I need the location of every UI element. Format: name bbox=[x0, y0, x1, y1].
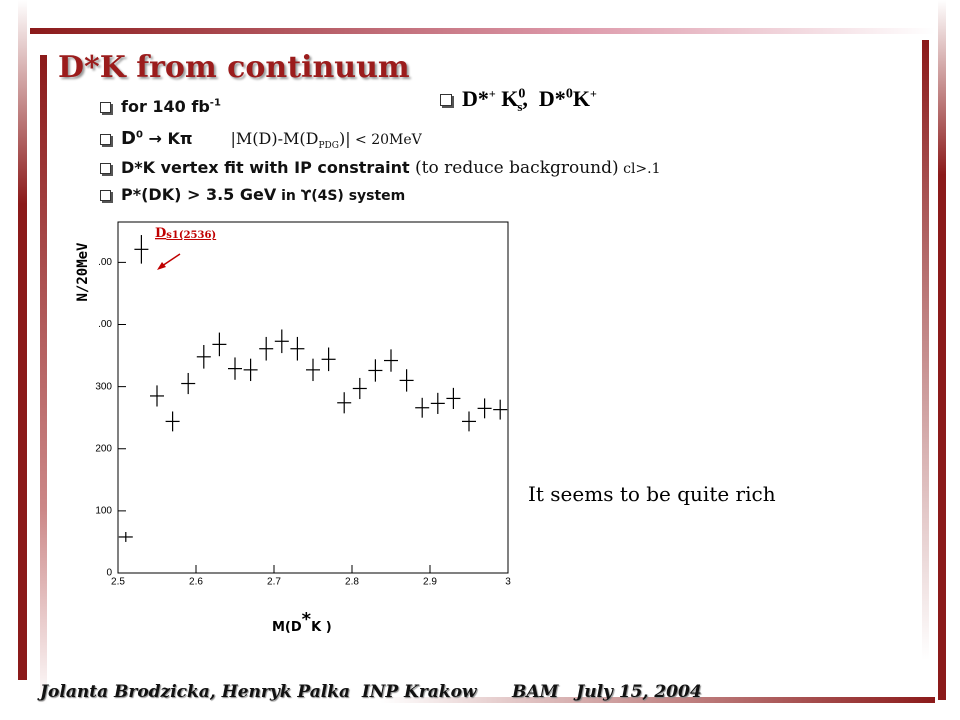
y-tick-label: 100 bbox=[95, 506, 112, 517]
x-tick-label: 2.9 bbox=[423, 577, 437, 588]
bullet-text: 0 bbox=[135, 129, 143, 141]
bullet-text: D*K vertex fit with IP constraint bbox=[121, 158, 410, 177]
y-tick-label: .00 bbox=[98, 319, 112, 330]
x-axis-label-part: M(D bbox=[272, 620, 302, 635]
x-tick-label: 2.6 bbox=[189, 577, 203, 588]
annotation: Ds1(2536) bbox=[155, 226, 216, 241]
y-axis-label: N/20MeV bbox=[75, 242, 91, 302]
decor-bar bbox=[40, 55, 47, 705]
channel-text: 0 bbox=[565, 86, 573, 102]
channel-text: D* bbox=[462, 86, 489, 111]
channel-text: K bbox=[572, 86, 590, 111]
bullet-text: < 20MeV bbox=[350, 132, 422, 148]
channel-text: 0 bbox=[518, 86, 526, 102]
channel-text: , D* bbox=[522, 86, 566, 111]
bullet-text: )| bbox=[338, 129, 351, 148]
bullet-text: PDG bbox=[318, 141, 339, 152]
y-tick-label: 0 bbox=[106, 568, 112, 579]
slide-title: D*K from continuum bbox=[58, 50, 410, 85]
x-tick-label: 2.7 bbox=[267, 577, 281, 588]
annotation-part: s1(2536) bbox=[166, 230, 216, 241]
bullet-text: for 140 fb bbox=[121, 97, 210, 116]
bullet: for 140 fb-1 bbox=[100, 97, 221, 116]
x-axis-label: M(D*K ) bbox=[272, 609, 332, 635]
x-axis-label-part: * bbox=[302, 609, 312, 630]
bullet-text: → Kπ bbox=[142, 129, 193, 148]
channel-text: + bbox=[589, 86, 597, 101]
bullet-text: D bbox=[121, 128, 136, 149]
bullet-text: |M(D)-M(D bbox=[230, 129, 319, 148]
x-tick-label: 2.8 bbox=[345, 577, 359, 588]
bullet: P*(DK) > 3.5 GeV in ϒ(4S) system bbox=[100, 185, 405, 204]
footer: Jolanta Brodzicka, Henryk Palka INP Krak… bbox=[40, 682, 702, 702]
x-tick-label: 2.5 bbox=[111, 577, 125, 588]
plot-frame bbox=[117, 221, 509, 574]
y-tick-label: 200 bbox=[95, 443, 112, 454]
annotation-part: D bbox=[155, 226, 166, 241]
annotation-arrowhead bbox=[157, 262, 166, 270]
x-tick-label: 3 bbox=[505, 577, 511, 588]
comment: It seems to be quite rich bbox=[528, 482, 776, 506]
decor-bar bbox=[922, 40, 929, 660]
channel-text: + bbox=[488, 86, 496, 101]
y-tick-label: 300 bbox=[95, 381, 112, 392]
y-tick-label: .00 bbox=[98, 257, 112, 268]
decor-bar bbox=[30, 28, 935, 34]
bullet: D0 → Kπ |M(D)-M(DPDG)| < 20MeV bbox=[100, 128, 422, 151]
decor-bar bbox=[938, 0, 946, 700]
bullet-text: P*(DK) > 3.5 GeV bbox=[121, 185, 277, 204]
channel-text: K bbox=[495, 86, 519, 111]
decor-bar bbox=[380, 697, 935, 703]
bullet-text: (to reduce background) bbox=[409, 158, 619, 178]
bullet-text: in ϒ(4S) system bbox=[276, 188, 406, 204]
channel: D*+ K0s, D*0K+ bbox=[440, 86, 597, 115]
channel-text: s bbox=[517, 99, 523, 115]
decor-bar bbox=[18, 0, 27, 680]
bullet-text: cl>.1 bbox=[618, 161, 661, 177]
bullet-text: -1 bbox=[209, 97, 221, 109]
bullet: D*K vertex fit with IP constraint (to re… bbox=[100, 158, 661, 178]
x-axis-label-part: K ) bbox=[311, 620, 332, 635]
